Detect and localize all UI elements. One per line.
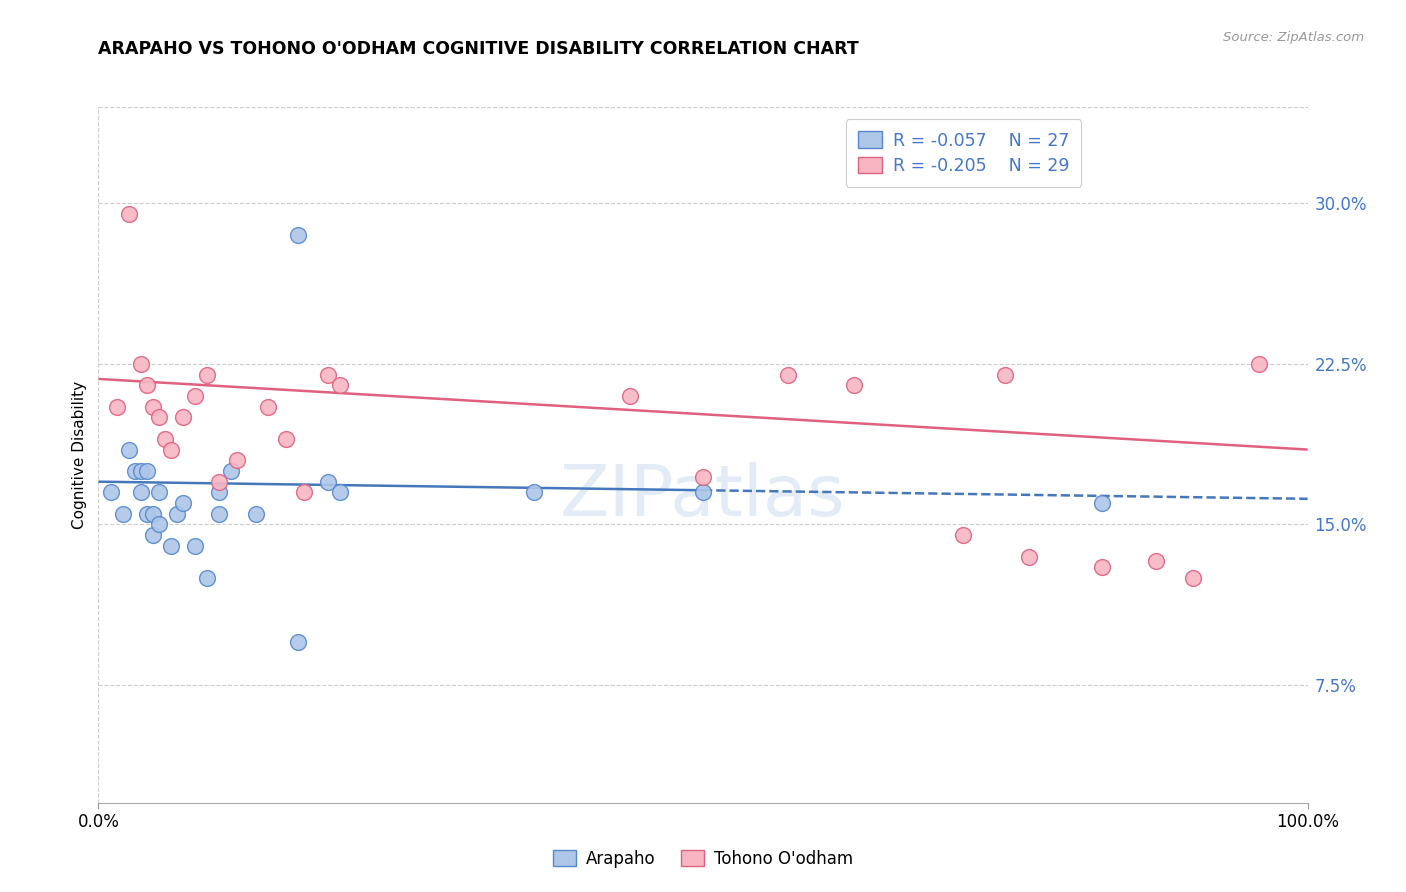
Point (135, 378, 157, 392)
Point (166, 507, 188, 521)
Point (221, 464, 243, 478)
Point (523, 485, 546, 500)
Point (135, 464, 157, 478)
Text: ZIPatlas: ZIPatlas (560, 462, 846, 531)
Point (844, 378, 866, 392)
Point (195, 571, 218, 585)
Legend: R = -0.057    N = 27, R = -0.205    N = 29: R = -0.057 N = 27, R = -0.205 N = 29 (846, 120, 1081, 187)
Point (287, 635, 309, 649)
Point (160, 539, 183, 553)
Point (1249, 357, 1271, 371)
Point (316, 368, 339, 382)
Y-axis label: Cognitive Disability: Cognitive Disability (72, 381, 87, 529)
Point (160, 442, 183, 457)
Point (111, 507, 134, 521)
Point (105, 400, 128, 414)
Point (287, 228, 309, 243)
Point (129, 357, 152, 371)
Point (184, 539, 207, 553)
Point (172, 410, 194, 425)
Point (153, 432, 176, 446)
Point (118, 207, 141, 221)
Point (245, 507, 267, 521)
Point (1018, 549, 1040, 564)
Text: ARAPAHO VS TOHONO O'ODHAM COGNITIVE DISABILITY CORRELATION CHART: ARAPAHO VS TOHONO O'ODHAM COGNITIVE DISA… (98, 40, 859, 58)
Point (256, 400, 278, 414)
Point (692, 485, 714, 500)
Point (274, 432, 297, 446)
Point (148, 410, 170, 425)
Point (129, 485, 152, 500)
Point (195, 368, 218, 382)
Point (1091, 560, 1114, 574)
Point (172, 496, 194, 510)
Text: Source: ZipAtlas.com: Source: ZipAtlas.com (1223, 31, 1364, 45)
Point (692, 470, 714, 484)
Point (124, 464, 146, 478)
Point (142, 528, 165, 542)
Point (329, 485, 352, 500)
Point (952, 528, 974, 542)
Point (208, 507, 231, 521)
Point (292, 485, 315, 500)
Point (142, 507, 165, 521)
Point (208, 475, 231, 489)
Point (776, 368, 799, 382)
Point (118, 442, 141, 457)
Point (208, 485, 231, 500)
Point (129, 464, 152, 478)
Point (135, 507, 157, 521)
Point (100, 485, 122, 500)
Point (1181, 571, 1204, 585)
Point (329, 378, 352, 392)
Point (184, 389, 207, 403)
Point (148, 485, 170, 500)
Point (619, 389, 641, 403)
Point (316, 475, 339, 489)
Point (226, 453, 249, 467)
Point (148, 517, 170, 532)
Point (1091, 496, 1114, 510)
Point (1146, 554, 1168, 568)
Legend: Arapaho, Tohono O'odham: Arapaho, Tohono O'odham (546, 844, 860, 875)
Point (142, 400, 165, 414)
Point (994, 368, 1017, 382)
